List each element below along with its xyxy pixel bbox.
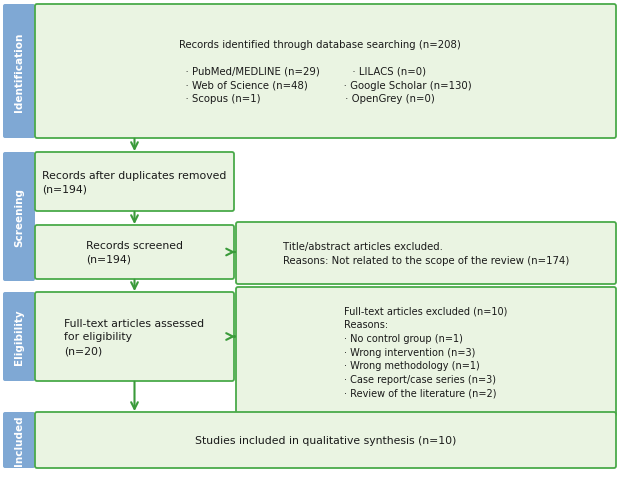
FancyBboxPatch shape (3, 5, 35, 139)
Text: Title/abstract articles excluded.
Reasons: Not related to the scope of the revie: Title/abstract articles excluded. Reason… (283, 242, 569, 265)
FancyBboxPatch shape (236, 287, 616, 416)
FancyBboxPatch shape (35, 292, 234, 381)
FancyBboxPatch shape (35, 152, 234, 212)
Text: Studies included in qualitative synthesis (n=10): Studies included in qualitative synthesi… (195, 435, 456, 445)
Text: Records screened
(n=194): Records screened (n=194) (86, 241, 183, 264)
FancyBboxPatch shape (236, 223, 616, 285)
Text: Eligibility: Eligibility (14, 309, 24, 364)
Text: Full-text articles excluded (n=10)
Reasons:
· No control group (n=1)
· Wrong int: Full-text articles excluded (n=10) Reaso… (344, 306, 508, 397)
FancyBboxPatch shape (3, 152, 35, 281)
Text: Included: Included (14, 415, 24, 465)
FancyBboxPatch shape (35, 226, 234, 279)
FancyBboxPatch shape (35, 5, 616, 139)
Text: Identification: Identification (14, 32, 24, 111)
Text: Full-text articles assessed
for eligibility
(n=20): Full-text articles assessed for eligibil… (64, 318, 205, 355)
FancyBboxPatch shape (35, 412, 616, 468)
Text: Records identified through database searching (n=208)

  · PubMed/MEDLINE (n=29): Records identified through database sear… (179, 40, 472, 104)
Text: Screening: Screening (14, 188, 24, 246)
Text: Records after duplicates removed
(n=194): Records after duplicates removed (n=194) (42, 170, 227, 194)
FancyBboxPatch shape (3, 412, 35, 468)
FancyBboxPatch shape (3, 292, 35, 381)
